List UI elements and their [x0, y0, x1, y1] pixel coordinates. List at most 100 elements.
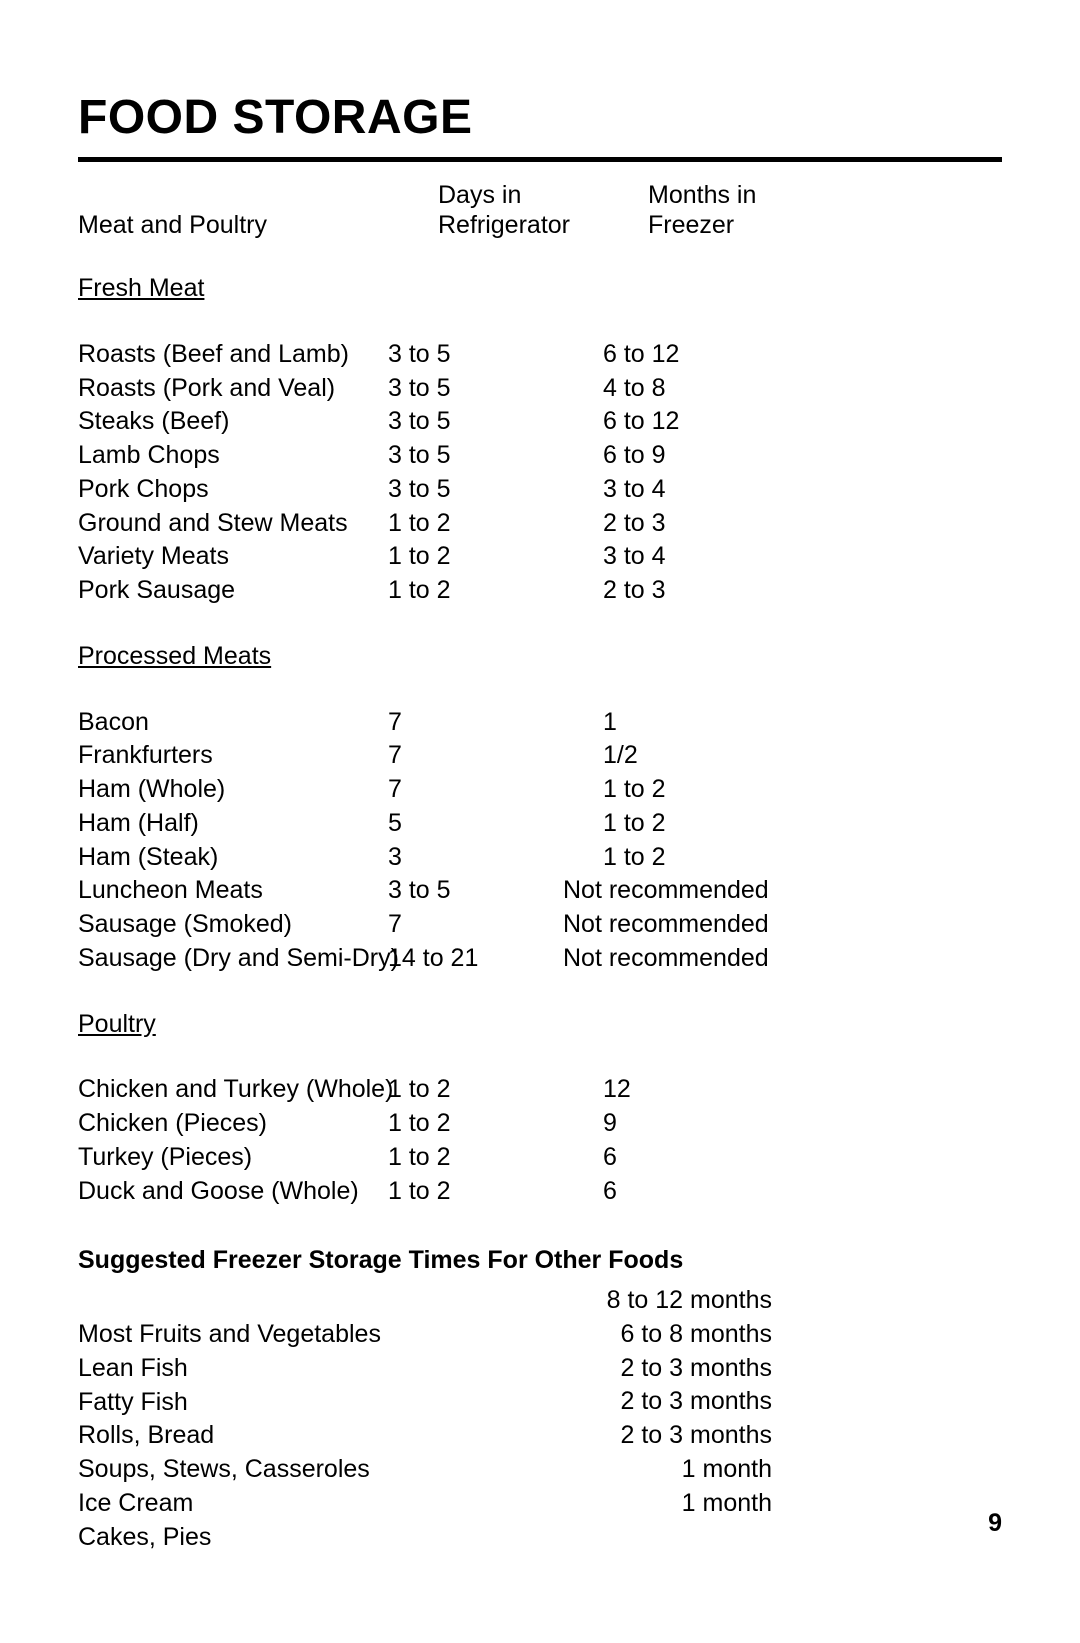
section-heading-processed-meats: Processed Meats — [78, 640, 1002, 674]
cell-days-refrigerator: 1 to 2 — [388, 1141, 603, 1175]
page-title: FOOD STORAGE — [78, 90, 1002, 145]
other-foods-heading: Suggested Freezer Storage Times For Othe… — [78, 1244, 1002, 1278]
cell-food-name: Turkey (Pieces) — [78, 1141, 388, 1175]
table-row: Luncheon Meats3 to 5Not recommended — [78, 874, 1002, 908]
other-food-name: Lean Fish — [78, 1352, 568, 1386]
other-foods-block: Most Fruits and VegetablesLean FishFatty… — [78, 1284, 1002, 1554]
column-header-freezer-line1: Months in — [648, 181, 756, 209]
cell-food-name: Pork Chops — [78, 473, 388, 507]
section-heading-poultry: Poultry — [78, 1008, 1002, 1042]
cell-months-freezer: 6 — [603, 1175, 1002, 1209]
cell-days-refrigerator: 3 to 5 — [388, 473, 603, 507]
other-food-name: Cakes, Pies — [78, 1521, 568, 1555]
table-row: Chicken and Turkey (Whole)1 to 212 — [78, 1073, 1002, 1107]
table-row: Steaks (Beef)3 to 56 to 12 — [78, 405, 1002, 439]
table-row: Bacon71 — [78, 706, 1002, 740]
cell-days-refrigerator: 1 to 2 — [388, 507, 603, 541]
cell-days-refrigerator: 3 to 5 — [388, 372, 603, 406]
other-food-name: Most Fruits and Vegetables — [78, 1318, 568, 1352]
column-header-refrigerator-line1: Days in — [438, 181, 521, 209]
cell-months-freezer: Not recommended — [563, 942, 1002, 976]
cell-food-name: Frankfurters — [78, 739, 388, 773]
cell-months-freezer: 6 to 9 — [603, 439, 1002, 473]
table-row: Ham (Half)51 to 2 — [78, 807, 1002, 841]
cell-months-freezer: 9 — [603, 1107, 1002, 1141]
column-header-category: Meat and Poultry — [78, 210, 438, 240]
other-food-name: Ice Cream — [78, 1487, 568, 1521]
table-row: Pork Sausage1 to 22 to 3 — [78, 574, 1002, 608]
cell-days-refrigerator: 1 to 2 — [388, 1175, 603, 1209]
other-food-time: 8 to 12 months — [568, 1284, 772, 1318]
column-header-freezer: Months in Freezer — [648, 180, 1002, 240]
cell-months-freezer: 6 to 12 — [603, 338, 1002, 372]
table-row: Pork Chops3 to 53 to 4 — [78, 473, 1002, 507]
table-row: Lamb Chops3 to 56 to 9 — [78, 439, 1002, 473]
cell-food-name: Duck and Goose (Whole) — [78, 1175, 388, 1209]
table-row: Duck and Goose (Whole)1 to 26 — [78, 1175, 1002, 1209]
cell-days-refrigerator: 1 to 2 — [388, 574, 603, 608]
cell-months-freezer: 4 to 8 — [603, 372, 1002, 406]
cell-food-name: Chicken (Pieces) — [78, 1107, 388, 1141]
other-food-time: 2 to 3 months — [568, 1385, 772, 1419]
other-food-time: 2 to 3 months — [568, 1352, 772, 1386]
table-row: Variety Meats1 to 23 to 4 — [78, 540, 1002, 574]
section-rows-fresh-meat: Roasts (Beef and Lamb)3 to 56 to 12Roast… — [78, 338, 1002, 608]
table-row: Frankfurters71/2 — [78, 739, 1002, 773]
cell-days-refrigerator: 3 — [388, 841, 603, 875]
table-header-row: Meat and Poultry Days in Refrigerator Mo… — [78, 180, 1002, 240]
cell-months-freezer: 3 to 4 — [603, 473, 1002, 507]
table-row: Sausage (Smoked)7Not recommended — [78, 908, 1002, 942]
other-foods-times: 8 to 12 months6 to 8 months2 to 3 months… — [568, 1284, 1002, 1554]
cell-days-refrigerator: 1 to 2 — [388, 1073, 603, 1107]
table-row: Chicken (Pieces)1 to 29 — [78, 1107, 1002, 1141]
other-foods-names: Most Fruits and VegetablesLean FishFatty… — [78, 1284, 568, 1554]
column-header-refrigerator-line2: Refrigerator — [438, 211, 570, 239]
section-rows-poultry: Chicken and Turkey (Whole)1 to 212Chicke… — [78, 1073, 1002, 1208]
cell-days-refrigerator: 1 to 2 — [388, 540, 603, 574]
cell-months-freezer: 12 — [603, 1073, 1002, 1107]
cell-food-name: Roasts (Beef and Lamb) — [78, 338, 388, 372]
cell-months-freezer: 3 to 4 — [603, 540, 1002, 574]
cell-days-refrigerator: 7 — [388, 773, 603, 807]
cell-food-name: Bacon — [78, 706, 388, 740]
cell-months-freezer: 1 — [603, 706, 1002, 740]
table-row: Sausage (Dry and Semi-Dry)14 to 21Not re… — [78, 942, 1002, 976]
cell-food-name: Sausage (Smoked) — [78, 908, 388, 942]
cell-days-refrigerator: 3 to 5 — [388, 439, 603, 473]
other-food-time: 1 month — [568, 1453, 772, 1487]
storage-table: Meat and Poultry Days in Refrigerator Mo… — [78, 180, 1002, 1554]
table-row: Ground and Stew Meats1 to 22 to 3 — [78, 507, 1002, 541]
table-row: Roasts (Pork and Veal)3 to 54 to 8 — [78, 372, 1002, 406]
cell-food-name: Ground and Stew Meats — [78, 507, 388, 541]
table-row: Ham (Whole)71 to 2 — [78, 773, 1002, 807]
cell-food-name: Ham (Whole) — [78, 773, 388, 807]
cell-months-freezer: Not recommended — [563, 874, 1002, 908]
other-food-time: 1 month — [568, 1487, 772, 1521]
cell-food-name: Luncheon Meats — [78, 874, 388, 908]
cell-months-freezer: 6 — [603, 1141, 1002, 1175]
cell-days-refrigerator: 7 — [388, 739, 603, 773]
cell-months-freezer: 1 to 2 — [603, 807, 1002, 841]
cell-food-name: Roasts (Pork and Veal) — [78, 372, 388, 406]
cell-food-name: Lamb Chops — [78, 439, 388, 473]
cell-food-name: Steaks (Beef) — [78, 405, 388, 439]
table-row: Roasts (Beef and Lamb)3 to 56 to 12 — [78, 338, 1002, 372]
cell-food-name: Ham (Half) — [78, 807, 388, 841]
cell-food-name: Chicken and Turkey (Whole) — [78, 1073, 388, 1107]
other-food-time: 2 to 3 months — [568, 1419, 772, 1453]
table-row: Ham (Steak)31 to 2 — [78, 841, 1002, 875]
title-rule — [78, 157, 1002, 162]
other-food-name: Rolls, Bread — [78, 1419, 568, 1453]
cell-days-refrigerator: 3 to 5 — [388, 338, 603, 372]
cell-months-freezer: 1 to 2 — [603, 841, 1002, 875]
cell-months-freezer: 1 to 2 — [603, 773, 1002, 807]
cell-months-freezer: Not recommended — [563, 908, 1002, 942]
cell-food-name: Ham (Steak) — [78, 841, 388, 875]
cell-days-refrigerator: 7 — [388, 706, 603, 740]
cell-food-name: Pork Sausage — [78, 574, 388, 608]
section-heading-fresh-meat: Fresh Meat — [78, 272, 1002, 306]
cell-months-freezer: 2 to 3 — [603, 507, 1002, 541]
cell-days-refrigerator: 3 to 5 — [388, 405, 603, 439]
other-food-name: Fatty Fish — [78, 1386, 568, 1420]
other-food-time: 6 to 8 months — [568, 1318, 772, 1352]
